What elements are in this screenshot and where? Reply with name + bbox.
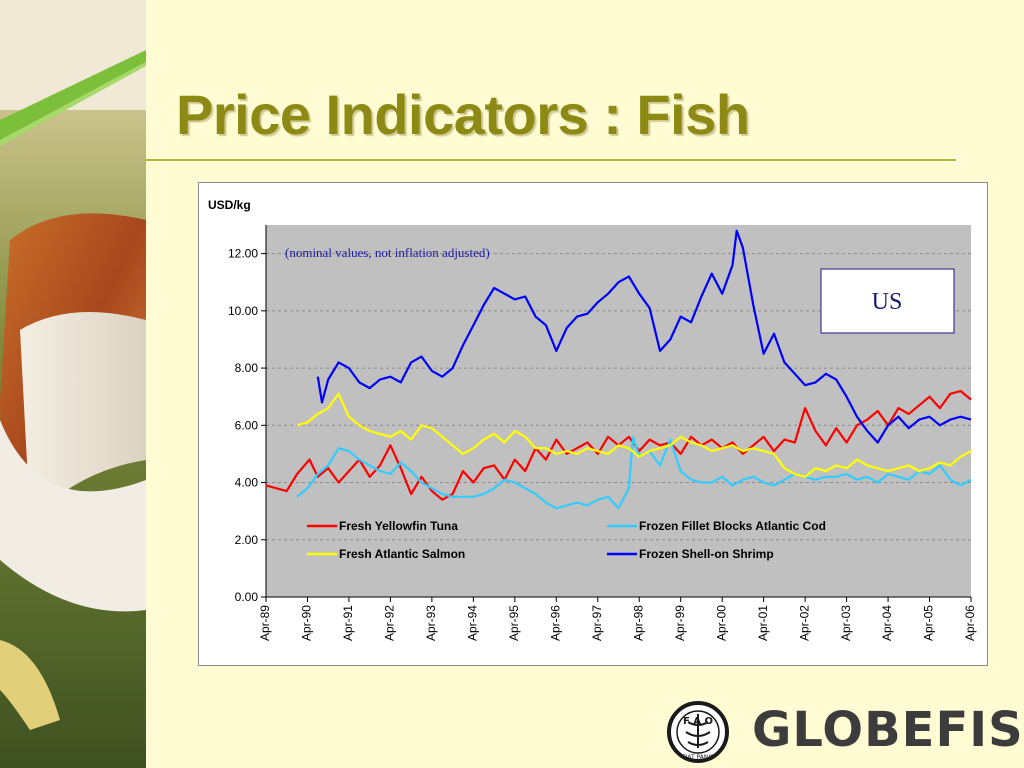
x-tick-label: Apr-93 [424,605,438,641]
price-chart: USD/kg 0.00 2.00 4.00 6.00 8.00 10.00 12.00 Ap… [198,182,988,666]
chart-canvas: USD/kg 0.00 2.00 4.00 6.00 8.00 10.00 12.00 Ap… [208,198,977,641]
series-line [296,435,972,510]
slide-title: Price Indicators : Fish [176,83,750,146]
series-line [296,392,972,478]
x-axis: Apr-89 Apr-90 Apr-91 Apr-92 Apr-93 Apr-94 Apr-… [258,596,977,641]
y-tick-label: 2.00 [235,533,259,547]
x-tick-label: Apr-98 [631,605,645,641]
x-tick-label: Apr-96 [548,605,562,641]
x-tick-label: Apr-02 [797,605,811,641]
x-tick-label: Apr-91 [341,605,355,641]
x-tick-label: Apr-05 [922,605,936,641]
y-axis: 0.00 2.00 4.00 6.00 8.00 10.00 12.00 [228,225,267,604]
y-tick-label: 12.00 [228,247,258,261]
chart-legend: Fresh Yellowfin Tuna Frozen Fillet Blocks… [307,519,826,561]
x-tick-label: Apr-99 [673,605,687,641]
y-tick-label: 10.00 [228,304,258,318]
y-tick-label: 0.00 [235,590,259,604]
x-tick-label: Apr-89 [258,605,272,641]
chart-note: (nominal values, not inflation adjusted) [285,245,490,260]
x-tick-label: Apr-90 [300,605,314,641]
title-divider [146,159,956,161]
fao-motto: FIAT PANIS [682,754,714,761]
x-tick-label: Apr-94 [466,605,480,641]
y-axis-label: USD/kg [208,198,251,212]
fao-logo: F A O FIAT PANIS [667,701,729,763]
y-tick-label: 8.00 [235,361,259,375]
series-line [265,389,972,501]
x-tick-label: Apr-06 [963,605,977,641]
fish-dish-photo [0,0,146,768]
x-tick-label: Apr-97 [590,605,604,641]
x-tick-label: Apr-01 [756,605,770,641]
legend-label: Fresh Yellowfin Tuna [339,519,458,533]
globefish-logo: GLOBEFISH [752,702,1024,758]
x-tick-label: Apr-04 [880,605,894,641]
legend-label: Frozen Shell-on Shrimp [639,547,774,561]
region-label: US [872,289,903,315]
x-tick-label: Apr-03 [839,605,853,641]
series-line [316,229,972,444]
fao-letters: F A O [683,716,713,727]
x-tick-label: Apr-92 [383,605,397,641]
x-tick-label: Apr-95 [507,605,521,641]
region-box: US [820,268,955,334]
legend-label: Fresh Atlantic Salmon [339,547,465,561]
y-tick-label: 6.00 [235,418,259,432]
y-tick-label: 4.00 [235,476,259,490]
legend-label: Frozen Fillet Blocks Atlantic Cod [639,519,826,533]
series-lines [265,229,972,510]
x-tick-label: Apr-00 [714,605,728,641]
